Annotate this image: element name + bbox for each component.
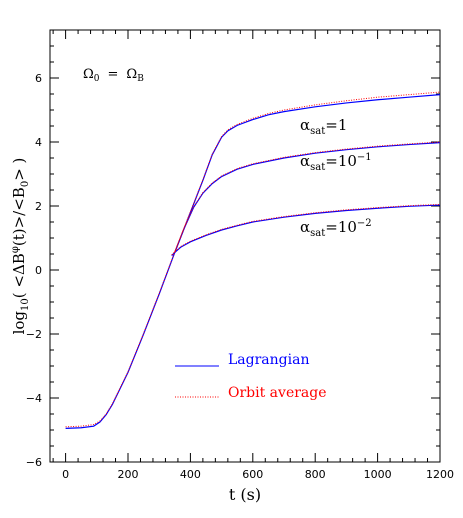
legend-label-lagrangian: Lagrangian — [228, 352, 309, 368]
orbit-average-curve-1 — [174, 141, 441, 252]
y-tick-label: −6 — [26, 456, 42, 469]
orbit-average-curve-2 — [171, 203, 441, 256]
plot-frame — [49, 29, 441, 463]
lagrangian-curve-2 — [171, 204, 441, 257]
x-tick-label: 1200 — [426, 468, 454, 481]
curve-label-alpha-1: αsat=1 — [300, 116, 347, 137]
y-tick-label: −4 — [26, 392, 42, 405]
x-tick-label: 800 — [305, 468, 326, 481]
ticks: 0 200 400 600 800 1000 1200 −6 −4 −2 0 2 4 6 — [26, 29, 454, 481]
y-axis-label: log10( <ΔBφ(t)>/<B0> ) — [10, 158, 31, 335]
y-tick-label: 2 — [35, 200, 42, 213]
y-tick-label: 0 — [35, 264, 42, 277]
x-tick-label: 400 — [180, 468, 201, 481]
y-tick-label: 6 — [35, 72, 42, 85]
x-axis-label: t (s) — [229, 485, 261, 504]
curve-label-alpha-0.01: αsat=10−2 — [300, 218, 372, 239]
x-tick-label: 1000 — [364, 468, 392, 481]
omega-annotation: Ω0 = ΩB — [83, 67, 144, 84]
lagrangian-curve-0 — [65, 94, 441, 429]
x-tick-label: 200 — [118, 468, 139, 481]
orbit-average-curve-0 — [65, 91, 441, 428]
series-layer — [65, 91, 441, 429]
curve-label-alpha-0.1: αsat=10−1 — [300, 152, 372, 173]
x-tick-label: 0 — [62, 468, 69, 481]
x-tick-label: 600 — [242, 468, 263, 481]
legend-label-orbit-average: Orbit average — [228, 385, 327, 401]
y-tick-label: 4 — [35, 136, 42, 149]
legend: Lagrangian Orbit average — [175, 352, 327, 401]
y-tick-label: −2 — [26, 328, 42, 341]
